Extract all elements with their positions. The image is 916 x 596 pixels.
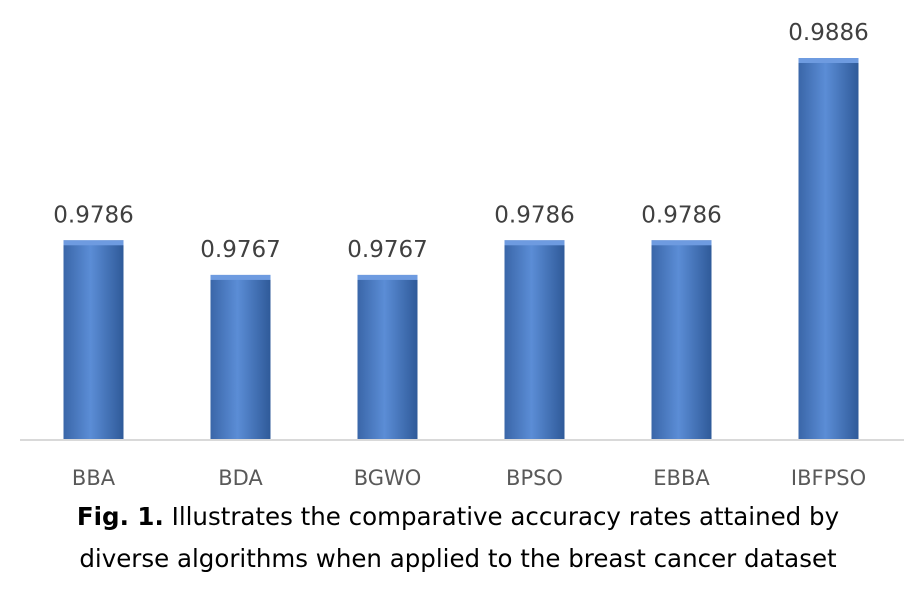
caption-label: Fig. 1.: [76, 502, 164, 531]
tick-label-ibfpso: IBFPSO: [791, 466, 866, 490]
bar-ebba: [651, 240, 712, 439]
tick-label-bgwo: BGWO: [354, 466, 422, 490]
value-label-ebba: 0.9786: [641, 202, 721, 228]
bar-top-ebba: [651, 240, 712, 246]
labels-group: 0.9786 BBA 0.9767 BDA 0.9767 BGWO 0.9786 BPSO 0.…: [53, 20, 868, 490]
caption-line-1: Illustrates the comparative accuracy rat…: [171, 502, 840, 531]
tick-label-bda: BDA: [218, 466, 263, 490]
tick-label-bba: BBA: [72, 466, 116, 490]
value-label-ibfpso: 0.9886: [788, 20, 868, 46]
bar-top-bba: [63, 240, 124, 246]
tick-label-bpso: BPSO: [506, 466, 563, 490]
caption-line-2: diverse algorithms when applied to the b…: [79, 544, 837, 573]
value-label-bda: 0.9767: [200, 237, 280, 263]
bar-top-bda: [210, 274, 271, 280]
figure-caption: Fig. 1. Illustrates the comparative accu…: [0, 496, 916, 580]
bar-chart: 0.9786 BBA 0.9767 BDA 0.9767 BGWO 0.9786 BPSO 0.…: [20, 20, 904, 490]
value-label-bba: 0.9786: [53, 202, 133, 228]
bar-top-bpso: [504, 240, 565, 246]
bar-top-ibfpso: [798, 58, 859, 63]
bar-top-bgwo: [357, 274, 418, 280]
bar-bpso: [504, 240, 565, 439]
bars-group: [63, 58, 859, 439]
bar-bda: [210, 274, 271, 439]
bar-bba: [63, 240, 124, 439]
bar-bgwo: [357, 274, 418, 439]
bar-ibfpso: [798, 58, 859, 439]
value-label-bgwo: 0.9767: [347, 237, 427, 263]
value-label-bpso: 0.9786: [494, 202, 574, 228]
tick-label-ebba: EBBA: [653, 466, 710, 490]
